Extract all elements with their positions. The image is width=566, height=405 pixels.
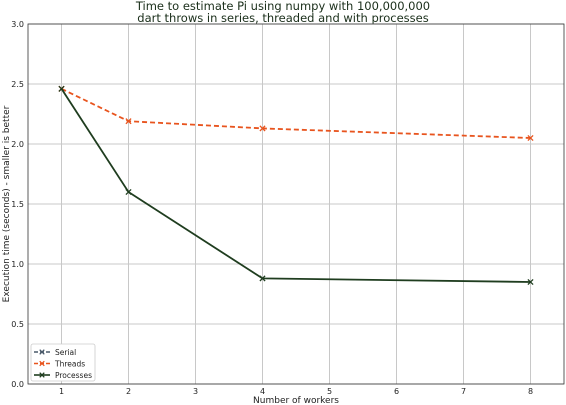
chart-title-line-1: Time to estimate Pi using numpy with 100… <box>135 0 430 13</box>
series-line-processes <box>60 88 531 283</box>
data-point-processes <box>259 275 266 282</box>
series-lines <box>58 85 534 286</box>
data-point-threads <box>527 134 534 142</box>
y-tick-label: 0.0 <box>11 380 24 389</box>
y-tick-label: 0.5 <box>11 320 24 329</box>
y-tick-label: 2.5 <box>11 80 24 89</box>
legend-label-threads: Threads <box>54 359 85 368</box>
y-tick-label: 1.0 <box>11 260 24 269</box>
legend-marker-processes <box>39 372 45 378</box>
legend: Serial Threads Processes <box>30 343 96 382</box>
legend-box <box>30 343 96 382</box>
x-tick-label: 2 <box>126 387 131 396</box>
legend-marker-serial <box>39 349 45 355</box>
legend-items: Serial Threads Processes <box>34 348 92 380</box>
y-tick-label: 2.0 <box>11 140 24 149</box>
legend-label-serial: Serial <box>55 348 76 357</box>
y-tick-label: 1.5 <box>11 200 24 209</box>
data-point-threads <box>259 125 266 132</box>
y-axis-ticks: 0.0 0.5 1.0 1.5 2.0 2.5 3.0 <box>11 20 24 389</box>
data-point-threads <box>125 118 132 125</box>
x-tick-label: 6 <box>394 387 399 396</box>
x-tick-label: 7 <box>461 387 466 396</box>
legend-label-processes: Processes <box>55 371 92 380</box>
y-tick-label: 3.0 <box>11 20 24 29</box>
legend-marker-threads <box>39 360 45 367</box>
chart-title-line-2: dart throws in series, threaded and with… <box>137 11 428 25</box>
x-tick-label: 3 <box>193 387 198 396</box>
data-point-processes <box>58 85 65 92</box>
data-point-processes <box>125 188 132 196</box>
plot-frame <box>27 23 565 385</box>
grid <box>28 23 564 385</box>
y-axis-label: Execution time (seconds) - smaller is be… <box>2 105 12 302</box>
x-axis-ticks: 1 2 3 4 5 6 7 8 <box>59 387 533 396</box>
x-tick-label: 8 <box>528 387 533 396</box>
x-tick-label: 1 <box>59 387 64 396</box>
x-axis-label: Number of workers <box>253 396 339 405</box>
x-tick-label: 4 <box>260 387 265 396</box>
series-line-threads <box>61 87 531 139</box>
data-point-processes <box>527 278 534 286</box>
x-tick-label: 5 <box>327 387 332 396</box>
